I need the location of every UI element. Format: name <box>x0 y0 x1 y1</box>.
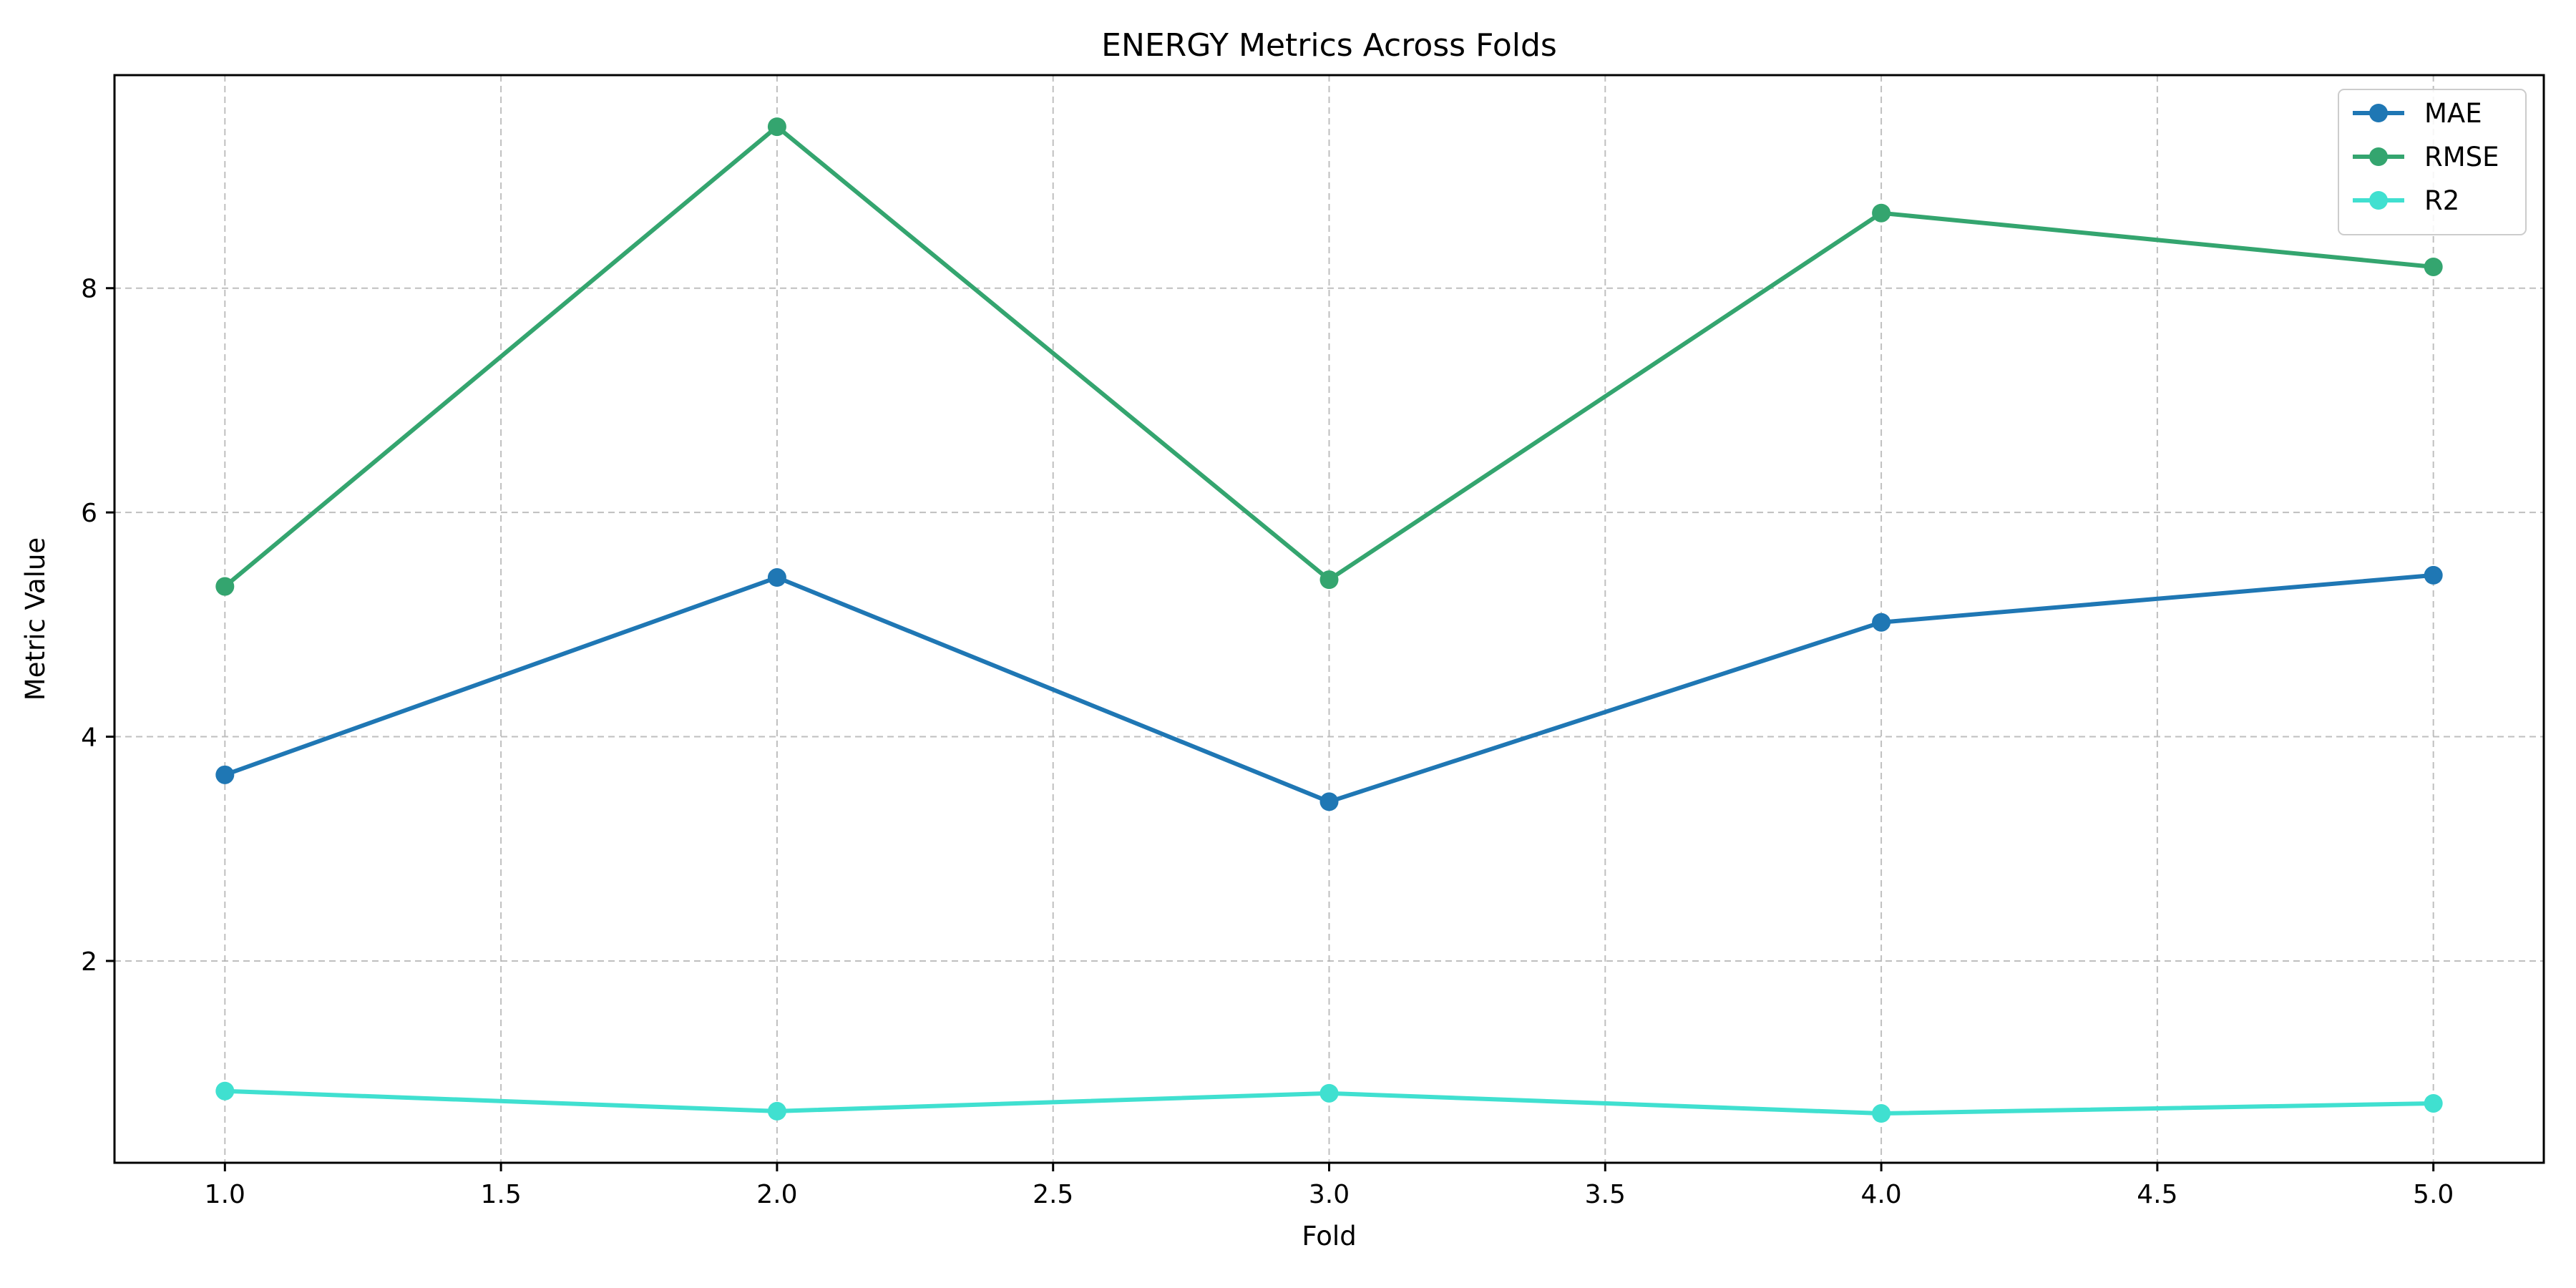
data-point-mae <box>1872 613 1891 632</box>
data-point-r2 <box>215 1081 235 1101</box>
chart-title: ENERGY Metrics Across Folds <box>1101 27 1557 64</box>
x-tick-label: 4.5 <box>2137 1180 2177 1209</box>
data-point-r2 <box>767 1101 786 1121</box>
legend-marker-mae <box>2369 104 2388 122</box>
x-axis-title: Fold <box>1302 1221 1356 1252</box>
data-point-mae <box>2424 565 2443 585</box>
legend-item-rmse: RMSE <box>2353 142 2499 172</box>
x-tick-label: 1.0 <box>205 1180 245 1209</box>
x-tick-label: 3.0 <box>1309 1180 1350 1209</box>
x-tick-label: 3.5 <box>1585 1180 1626 1209</box>
x-tick-label: 1.5 <box>480 1180 521 1209</box>
legend-label-r2: R2 <box>2424 185 2459 216</box>
x-tick-label: 2.0 <box>756 1180 797 1209</box>
legend-label-rmse: RMSE <box>2424 142 2499 172</box>
data-point-r2 <box>1319 1083 1339 1103</box>
y-tick-label: 6 <box>81 499 97 528</box>
x-tick-label: 2.5 <box>1033 1180 1073 1209</box>
data-point-rmse <box>215 577 235 596</box>
series-mae <box>215 565 2443 811</box>
y-tick-label: 2 <box>81 947 97 977</box>
data-point-mae <box>215 765 235 784</box>
data-point-rmse <box>1872 203 1891 223</box>
legend: MAE RMSE R2 <box>2338 89 2527 235</box>
series-rmse <box>215 117 2443 596</box>
data-point-rmse <box>767 117 786 137</box>
data-point-rmse <box>2424 257 2443 276</box>
legend-marker-rmse <box>2369 147 2388 166</box>
data-point-r2 <box>2424 1093 2443 1113</box>
x-tick-label: 4.0 <box>1860 1180 1901 1209</box>
y-tick-label: 8 <box>81 275 97 304</box>
data-point-r2 <box>1872 1104 1891 1123</box>
legend-label-mae: MAE <box>2424 98 2482 129</box>
x-tick-label: 5.0 <box>2413 1180 2454 1209</box>
y-tick-label: 4 <box>81 723 97 753</box>
data-point-rmse <box>1319 570 1339 590</box>
data-point-mae <box>1319 792 1339 811</box>
data-point-mae <box>767 568 786 587</box>
legend-item-r2: R2 <box>2353 185 2459 216</box>
legend-item-mae: MAE <box>2353 98 2482 129</box>
series-group <box>215 117 2443 1123</box>
series-r2 <box>215 1081 2443 1123</box>
grid <box>114 75 2544 1163</box>
axis-ticks: 1.0 1.5 2.0 2.5 3.0 3.5 4.0 4.5 5.0 2 4 6 8 <box>81 275 2454 1209</box>
legend-marker-r2 <box>2369 191 2388 210</box>
y-axis-title: Metric Value <box>20 537 51 701</box>
